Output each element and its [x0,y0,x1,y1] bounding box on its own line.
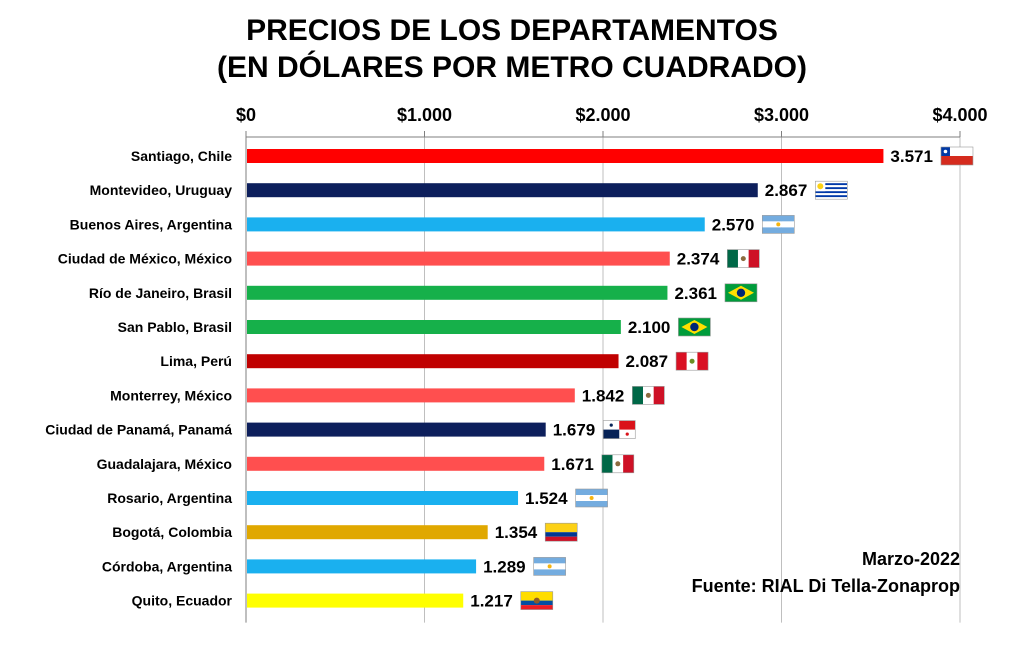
bar [247,251,670,266]
data-label: 1.354 [495,523,538,542]
x-tick-label: $2.000 [575,105,630,125]
data-label: 2.570 [712,215,755,234]
data-label: 2.100 [628,318,671,337]
data-label: 2.867 [765,181,808,200]
bar [247,183,758,198]
bar [247,285,668,300]
panama-flag-icon [602,420,636,439]
argentina-flag-icon [575,488,608,508]
data-label: 1.289 [483,557,526,576]
data-label: 2.087 [626,352,669,371]
bar [247,593,464,608]
note-source: Fuente: RIAL Di Tella-Zonaprop [691,576,960,596]
category-label: Córdoba, Argentina [102,558,232,574]
category-label: Montevideo, Uruguay [90,182,233,198]
colombia-flag-icon [544,522,578,542]
category-label: Rosario, Argentina [107,490,232,506]
x-tick-label: $0 [236,105,256,125]
uruguay-flag-icon [815,180,848,200]
category-label: Ciudad de Panamá, Panamá [45,422,232,438]
category-label: Ciudad de México, México [58,251,232,267]
bar [247,559,477,574]
ecuador-flag-icon [520,591,554,610]
x-tick-label: $4.000 [932,105,987,125]
category-label: Bogotá, Colombia [112,524,232,540]
argentina-flag-icon [761,215,795,234]
mexico-flag-icon [601,454,635,474]
category-label: Río de Janeiro, Brasil [89,285,232,301]
bar [247,388,575,403]
mexico-flag-icon [632,386,665,405]
data-label: 3.571 [890,147,933,166]
bar [247,217,705,232]
chart-title: PRECIOS DE LOS DEPARTAMENTOS (EN DÓLARES… [0,12,1024,86]
bar [247,149,884,163]
brazil-flag-icon [678,317,711,337]
category-label: Lima, Perú [160,353,232,369]
x-axis: $0 $1.000 $2.000 $3.000 $4.000 [236,105,988,623]
bar [247,320,621,334]
data-label: 1.217 [470,592,513,611]
x-tick-label: $1.000 [397,105,452,125]
data-label: 1.671 [551,455,594,474]
chile-flag-icon [940,146,974,166]
category-label: Buenos Aires, Argentina [70,216,233,232]
bar [247,491,519,505]
category-label: Quito, Ecuador [132,593,233,609]
chart-title-line1: PRECIOS DE LOS DEPARTAMENTOS [246,14,778,47]
note-date: Marzo-2022 [861,549,960,569]
peru-flag-icon [675,351,709,371]
category-label: Santiago, Chile [131,148,232,164]
data-label: 1.679 [553,421,596,440]
category-label: Guadalajara, México [97,456,232,472]
data-label: 2.361 [674,284,717,303]
bar [247,525,488,540]
category-label: Monterrey, México [110,387,232,403]
data-label: 1.524 [525,489,568,508]
data-label: 2.374 [677,250,720,269]
chart-title-line2: (EN DÓLARES POR METRO CUADRADO) [217,51,807,84]
bars: Santiago, Chile 3.571 Montevideo, Uruguay 2… [45,146,974,611]
category-label: San Pablo, Brasil [118,319,232,335]
note-box: Marzo-2022 Fuente: RIAL Di Tella-Zonapro… [692,546,960,600]
data-label: 1.842 [582,386,625,405]
bar [247,456,545,471]
x-tick-label: $3.000 [754,105,809,125]
bar [247,354,619,369]
argentina-flag-icon [533,557,566,576]
brazil-flag-icon [724,283,758,303]
mexico-flag-icon [727,249,760,268]
bar [247,422,546,437]
